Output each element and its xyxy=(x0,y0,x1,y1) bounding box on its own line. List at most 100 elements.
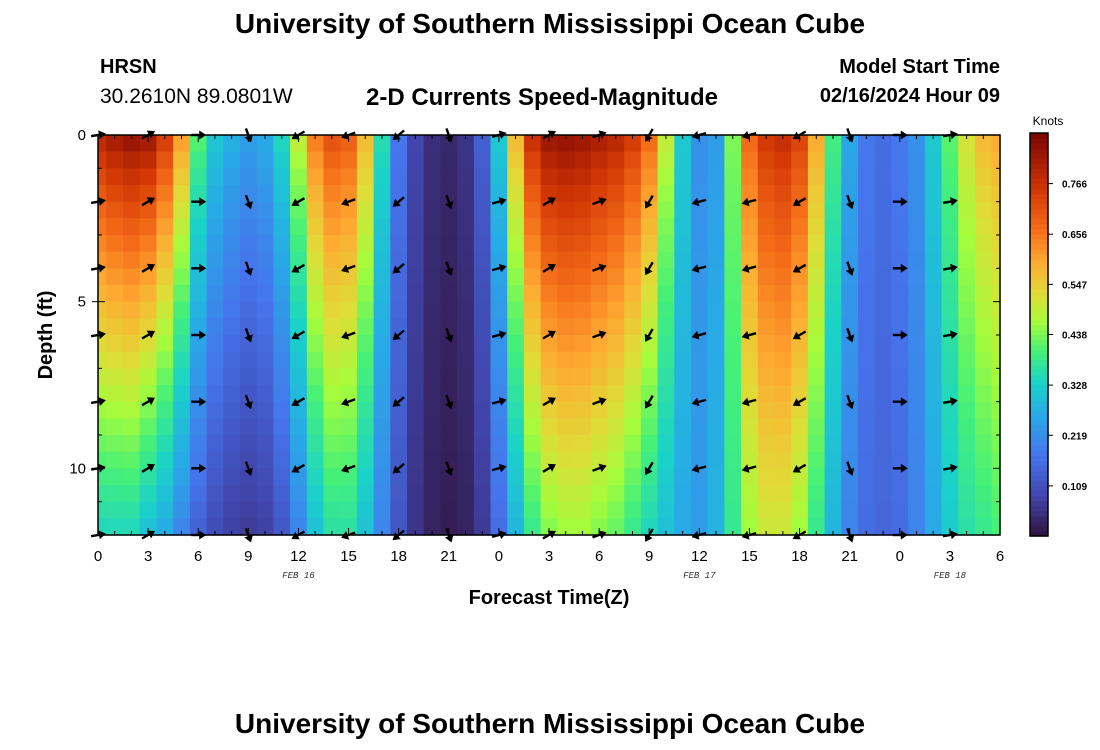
heatmap-cell xyxy=(473,435,492,453)
heatmap-cell xyxy=(590,468,609,486)
heatmap-cell xyxy=(273,218,291,236)
current-arrow xyxy=(392,396,405,407)
colorbar-segment xyxy=(1030,389,1048,396)
heatmap-cell xyxy=(473,218,492,236)
heatmap-cell xyxy=(574,351,592,369)
heatmap-cell xyxy=(507,335,525,353)
heatmap-cell xyxy=(256,368,274,386)
heatmap-cell xyxy=(540,435,558,453)
heatmap-cell xyxy=(757,368,776,386)
heatmap-cell xyxy=(557,285,575,303)
colorbar-segment xyxy=(1030,299,1048,305)
heatmap-cell xyxy=(841,151,859,169)
heatmap-cell xyxy=(98,418,107,436)
heatmap-cell xyxy=(991,501,1001,519)
heatmap-cell xyxy=(340,251,358,269)
heatmap-cells xyxy=(98,135,1001,536)
heatmap-cell xyxy=(123,385,141,403)
heatmap-cell xyxy=(674,335,692,353)
heatmap-cell xyxy=(290,235,308,253)
heatmap-cell xyxy=(457,268,475,286)
heatmap-cell xyxy=(440,135,458,153)
heatmap-cell xyxy=(156,168,174,186)
current-arrow xyxy=(191,463,207,473)
current-arrow xyxy=(942,263,958,273)
heatmap-cell xyxy=(607,385,625,403)
heatmap-cell xyxy=(774,351,792,369)
heatmap-cell xyxy=(690,518,709,536)
heatmap-cell xyxy=(841,335,859,353)
current-arrow xyxy=(592,463,607,473)
heatmap-cell xyxy=(741,401,759,419)
heatmap-cell xyxy=(457,385,475,403)
heatmap-cell xyxy=(206,285,224,303)
heatmap-cell xyxy=(290,218,308,236)
heatmap-cell xyxy=(173,201,191,219)
heatmap-cell xyxy=(290,435,308,453)
heatmap-cell xyxy=(490,485,508,503)
current-arrow xyxy=(444,194,454,210)
heatmap-cell xyxy=(323,168,341,186)
heatmap-cell xyxy=(407,168,425,186)
heatmap-cell xyxy=(557,401,575,419)
plot-title: 2-D Currents Speed-Magnitude xyxy=(366,84,719,111)
current-arrow xyxy=(392,196,405,207)
heatmap-cell xyxy=(757,468,776,486)
heatmap-cell xyxy=(941,501,959,519)
heatmap-cell xyxy=(290,468,308,486)
heatmap-cell xyxy=(741,385,759,403)
heatmap-cell xyxy=(741,501,759,519)
current-arrow xyxy=(244,194,253,210)
heatmap-cell xyxy=(106,235,124,253)
heatmap-cell xyxy=(574,401,592,419)
heatmap-cell xyxy=(523,435,542,453)
heatmap-cell xyxy=(891,201,909,219)
heatmap-cell xyxy=(490,501,508,519)
heatmap-cell xyxy=(557,218,575,236)
colorbar-segment xyxy=(1030,415,1048,421)
heatmap-cell xyxy=(373,268,391,286)
heatmap-cell xyxy=(924,418,943,436)
colorbar-segment xyxy=(1030,430,1048,436)
heatmap-cell xyxy=(189,201,208,219)
heatmap-cell xyxy=(724,335,742,353)
heatmap-cell xyxy=(290,501,308,519)
heatmap-cell xyxy=(473,385,492,403)
heatmap-cell xyxy=(590,251,609,269)
heatmap-cell xyxy=(624,185,642,203)
heatmap-cell xyxy=(690,218,709,236)
heatmap-cell xyxy=(824,301,842,319)
colorbar-segment xyxy=(1030,178,1048,184)
heatmap-cell xyxy=(791,368,809,386)
heatmap-cell xyxy=(741,251,759,269)
heatmap-cell xyxy=(457,201,475,219)
heatmap-cell xyxy=(774,218,792,236)
heatmap-cell xyxy=(824,151,842,169)
heatmap-cell xyxy=(273,335,291,353)
heatmap-cell xyxy=(690,335,709,353)
colorbar-segment xyxy=(1030,203,1048,210)
heatmap-cell xyxy=(189,218,208,236)
heatmap-cell xyxy=(423,318,442,336)
heatmap-cell xyxy=(206,501,224,519)
heatmap-cell xyxy=(791,185,809,203)
heatmap-cell xyxy=(239,418,258,436)
x-tick-label: 3 xyxy=(144,548,152,565)
colorbar-segment xyxy=(1030,354,1048,361)
heatmap-cell xyxy=(590,301,609,319)
heatmap-cell xyxy=(858,468,876,486)
heatmap-cell xyxy=(690,251,709,269)
colorbar-segment xyxy=(1030,420,1048,426)
heatmap-cell xyxy=(206,485,224,503)
heatmap-cell xyxy=(640,435,659,453)
heatmap-cell xyxy=(256,285,274,303)
heatmap-cell xyxy=(924,218,943,236)
heatmap-cell xyxy=(523,401,542,419)
heatmap-cell xyxy=(690,135,709,153)
heatmap-cell xyxy=(657,301,675,319)
heatmap-cell xyxy=(590,451,609,469)
heatmap-cell xyxy=(657,401,675,419)
heatmap-cell xyxy=(891,185,909,203)
heatmap-cell xyxy=(791,251,809,269)
colorbar-segment xyxy=(1030,153,1048,159)
